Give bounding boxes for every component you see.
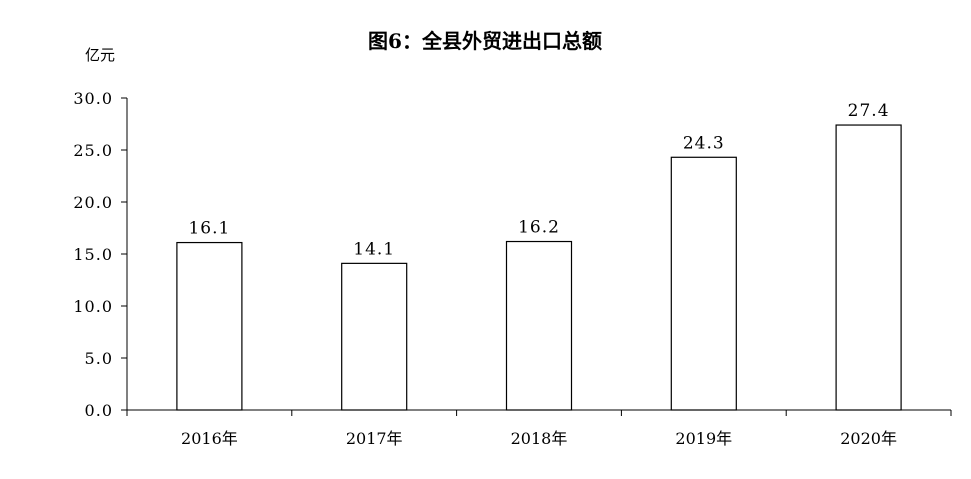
- x-category-label: 2018年: [511, 429, 568, 448]
- data-label: 24.3: [683, 133, 725, 153]
- data-label: 16.2: [518, 218, 560, 238]
- data-label: 27.4: [848, 101, 890, 121]
- bar-2019年: [670, 156, 737, 411]
- y-tick-label: 5.0: [85, 349, 113, 368]
- data-labels: 16.1 14.1 16.2 24.3 27.4: [188, 101, 890, 259]
- y-axis-unit-label: 亿元: [85, 46, 115, 64]
- y-axis: 0.0 5.0 10.0 15.0 20.0 25.0 30.0: [73, 89, 128, 420]
- bar-2018年: [505, 240, 573, 411]
- bar-2016年: [176, 241, 243, 411]
- x-category-label: 2020年: [840, 429, 897, 448]
- x-axis: 2016年 2017年 2018年 2019年 2020年: [126, 409, 952, 448]
- bar-2017年: [341, 262, 408, 411]
- y-tick-label: 20.0: [73, 193, 113, 212]
- bar-series: [176, 124, 902, 411]
- x-category-label: 2017年: [346, 429, 403, 448]
- y-tick-label: 10.0: [73, 297, 113, 316]
- x-category-label: 2019年: [675, 429, 732, 448]
- bar-2020年: [835, 124, 902, 411]
- x-category-label: 2016年: [181, 429, 238, 448]
- data-label: 16.1: [188, 219, 230, 239]
- y-tick-label: 25.0: [73, 141, 113, 160]
- y-tick-label: 0.0: [85, 401, 113, 420]
- data-label: 14.1: [353, 239, 395, 259]
- y-tick-label: 15.0: [73, 245, 113, 264]
- y-tick-label: 30.0: [73, 89, 113, 108]
- chart-title: 图6：全县外贸进出口总额: [368, 29, 602, 53]
